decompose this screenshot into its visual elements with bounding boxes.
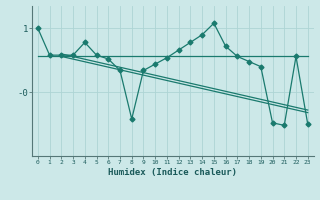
X-axis label: Humidex (Indice chaleur): Humidex (Indice chaleur) bbox=[108, 168, 237, 177]
